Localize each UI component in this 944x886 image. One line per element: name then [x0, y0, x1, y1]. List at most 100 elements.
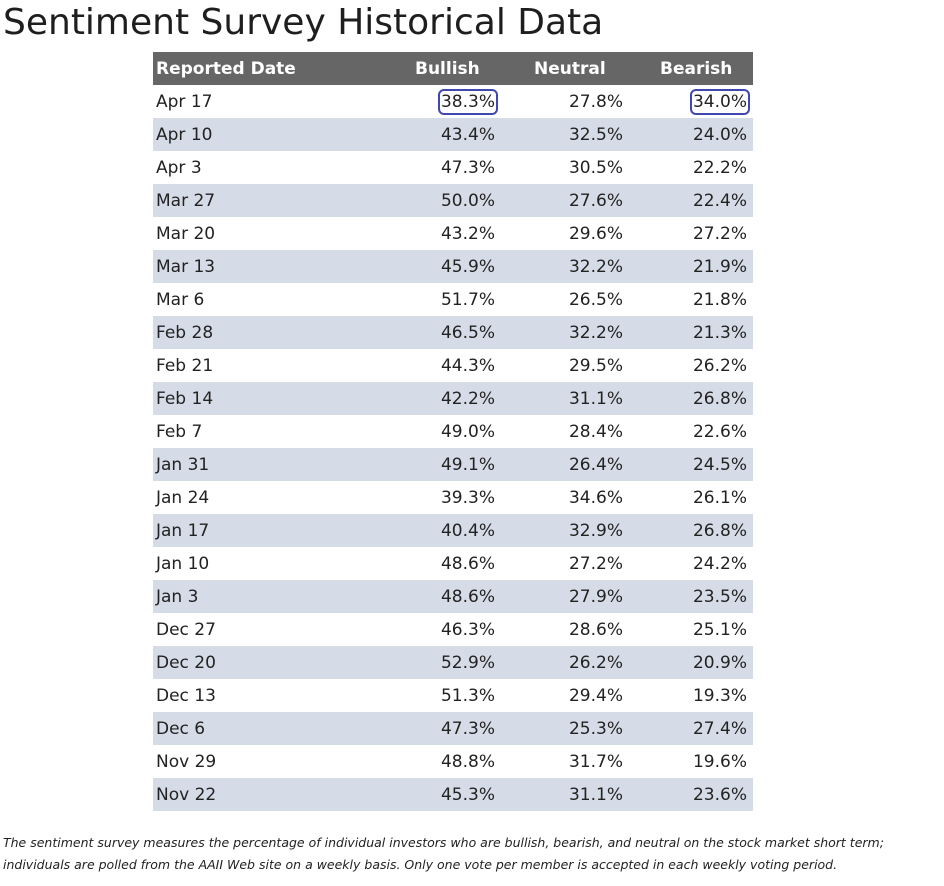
table-row: Dec 13 51.3% 29.4% 19.3%: [153, 679, 753, 712]
neutral-cell: 29.5%: [501, 349, 629, 382]
bullish-cell: 51.7%: [383, 283, 501, 316]
bullish-value: 43.4%: [440, 124, 495, 145]
bearish-value: 23.5%: [692, 586, 747, 607]
table-row: Jan 24 39.3% 34.6% 26.1%: [153, 481, 753, 514]
neutral-value: 27.9%: [568, 586, 623, 607]
bearish-cell: 20.9%: [629, 646, 753, 679]
page-title: Sentiment Survey Historical Data: [3, 2, 604, 43]
bearish-value: 26.8%: [692, 520, 747, 541]
bearish-value: 26.8%: [692, 388, 747, 409]
table-row: Feb 7 49.0% 28.4% 22.6%: [153, 415, 753, 448]
bearish-cell: 21.9%: [629, 250, 753, 283]
neutral-value: 26.2%: [568, 652, 623, 673]
bearish-value: 23.6%: [692, 784, 747, 805]
bullish-cell: 48.6%: [383, 580, 501, 613]
table-row: Apr 17 38.3% 27.8% 34.0%: [153, 85, 753, 118]
date-cell: Feb 14: [156, 388, 214, 409]
date-cell: Apr 10: [156, 124, 213, 145]
bearish-cell: 21.8%: [629, 283, 753, 316]
table-row: Feb 14 42.2% 31.1% 26.8%: [153, 382, 753, 415]
bullish-cell: 44.3%: [383, 349, 501, 382]
bullish-value: 51.7%: [440, 289, 495, 310]
neutral-cell: 27.2%: [501, 547, 629, 580]
bullish-cell: 40.4%: [383, 514, 501, 547]
neutral-value: 31.7%: [568, 751, 623, 772]
table-row: Mar 13 45.9% 32.2% 21.9%: [153, 250, 753, 283]
neutral-value: 32.9%: [568, 520, 623, 541]
bearish-cell: 26.8%: [629, 514, 753, 547]
bearish-cell: 22.2%: [629, 151, 753, 184]
bullish-value: 40.4%: [440, 520, 495, 541]
neutral-cell: 32.5%: [501, 118, 629, 151]
bearish-cell: 25.1%: [629, 613, 753, 646]
column-header-neutral: Neutral: [534, 58, 606, 79]
date-cell: Apr 17: [156, 91, 213, 112]
bearish-cell: 24.0%: [629, 118, 753, 151]
bearish-cell: 22.6%: [629, 415, 753, 448]
bullish-value: 49.1%: [440, 454, 495, 475]
bearish-cell: 19.6%: [629, 745, 753, 778]
bearish-value: 27.2%: [692, 223, 747, 244]
column-header-bearish: Bearish: [660, 58, 733, 79]
table-row: Dec 27 46.3% 28.6% 25.1%: [153, 613, 753, 646]
bullish-value: 50.0%: [440, 190, 495, 211]
table-row: Mar 27 50.0% 27.6% 22.4%: [153, 184, 753, 217]
bearish-cell: 34.0%: [629, 85, 753, 118]
footnote: The sentiment survey measures the percen…: [3, 832, 938, 876]
bearish-cell: 26.8%: [629, 382, 753, 415]
neutral-value: 29.5%: [568, 355, 623, 376]
bearish-value: 19.6%: [692, 751, 747, 772]
bearish-value: 22.4%: [692, 190, 747, 211]
neutral-value: 29.4%: [568, 685, 623, 706]
bearish-value: 27.4%: [692, 718, 747, 739]
bearish-cell: 24.2%: [629, 547, 753, 580]
table-row: Mar 20 43.2% 29.6% 27.2%: [153, 217, 753, 250]
neutral-cell: 31.1%: [501, 778, 629, 811]
neutral-cell: 27.6%: [501, 184, 629, 217]
bearish-value: 21.9%: [692, 256, 747, 277]
neutral-value: 27.6%: [568, 190, 623, 211]
bullish-cell: 45.3%: [383, 778, 501, 811]
highlighted-bearish-value: 34.0%: [689, 88, 750, 115]
bullish-cell: 51.3%: [383, 679, 501, 712]
table-row: Apr 10 43.4% 32.5% 24.0%: [153, 118, 753, 151]
date-cell: Dec 13: [156, 685, 216, 706]
bullish-value: 46.5%: [440, 322, 495, 343]
bullish-value: 45.3%: [440, 784, 495, 805]
table-row: Feb 21 44.3% 29.5% 26.2%: [153, 349, 753, 382]
bearish-cell: 23.6%: [629, 778, 753, 811]
bearish-value: 19.3%: [692, 685, 747, 706]
bearish-value: 22.6%: [692, 421, 747, 442]
bullish-cell: 47.3%: [383, 151, 501, 184]
bullish-cell: 48.6%: [383, 547, 501, 580]
bearish-value: 22.2%: [692, 157, 747, 178]
bearish-value: 24.0%: [692, 124, 747, 145]
column-header-bullish: Bullish: [415, 58, 480, 79]
bullish-value: 43.2%: [440, 223, 495, 244]
date-cell: Dec 27: [156, 619, 216, 640]
neutral-cell: 27.9%: [501, 580, 629, 613]
table-row: Mar 6 51.7% 26.5% 21.8%: [153, 283, 753, 316]
table-row: Jan 31 49.1% 26.4% 24.5%: [153, 448, 753, 481]
neutral-value: 27.8%: [568, 91, 623, 112]
table-row: Jan 3 48.6% 27.9% 23.5%: [153, 580, 753, 613]
bullish-cell: 49.0%: [383, 415, 501, 448]
neutral-value: 31.1%: [568, 784, 623, 805]
bearish-value: 25.1%: [692, 619, 747, 640]
date-cell: Dec 6: [156, 718, 206, 739]
bullish-cell: 38.3%: [383, 85, 501, 118]
table-row: Nov 29 48.8% 31.7% 19.6%: [153, 745, 753, 778]
bearish-cell: 26.1%: [629, 481, 753, 514]
neutral-cell: 26.2%: [501, 646, 629, 679]
table-row: Feb 28 46.5% 32.2% 21.3%: [153, 316, 753, 349]
bearish-value: 21.8%: [692, 289, 747, 310]
bullish-value: 39.3%: [440, 487, 495, 508]
date-cell: Jan 31: [156, 454, 210, 475]
date-cell: Feb 7: [156, 421, 203, 442]
neutral-cell: 29.4%: [501, 679, 629, 712]
bullish-cell: 45.9%: [383, 250, 501, 283]
neutral-cell: 31.7%: [501, 745, 629, 778]
bullish-value: 51.3%: [440, 685, 495, 706]
neutral-cell: 25.3%: [501, 712, 629, 745]
bullish-value: 45.9%: [440, 256, 495, 277]
